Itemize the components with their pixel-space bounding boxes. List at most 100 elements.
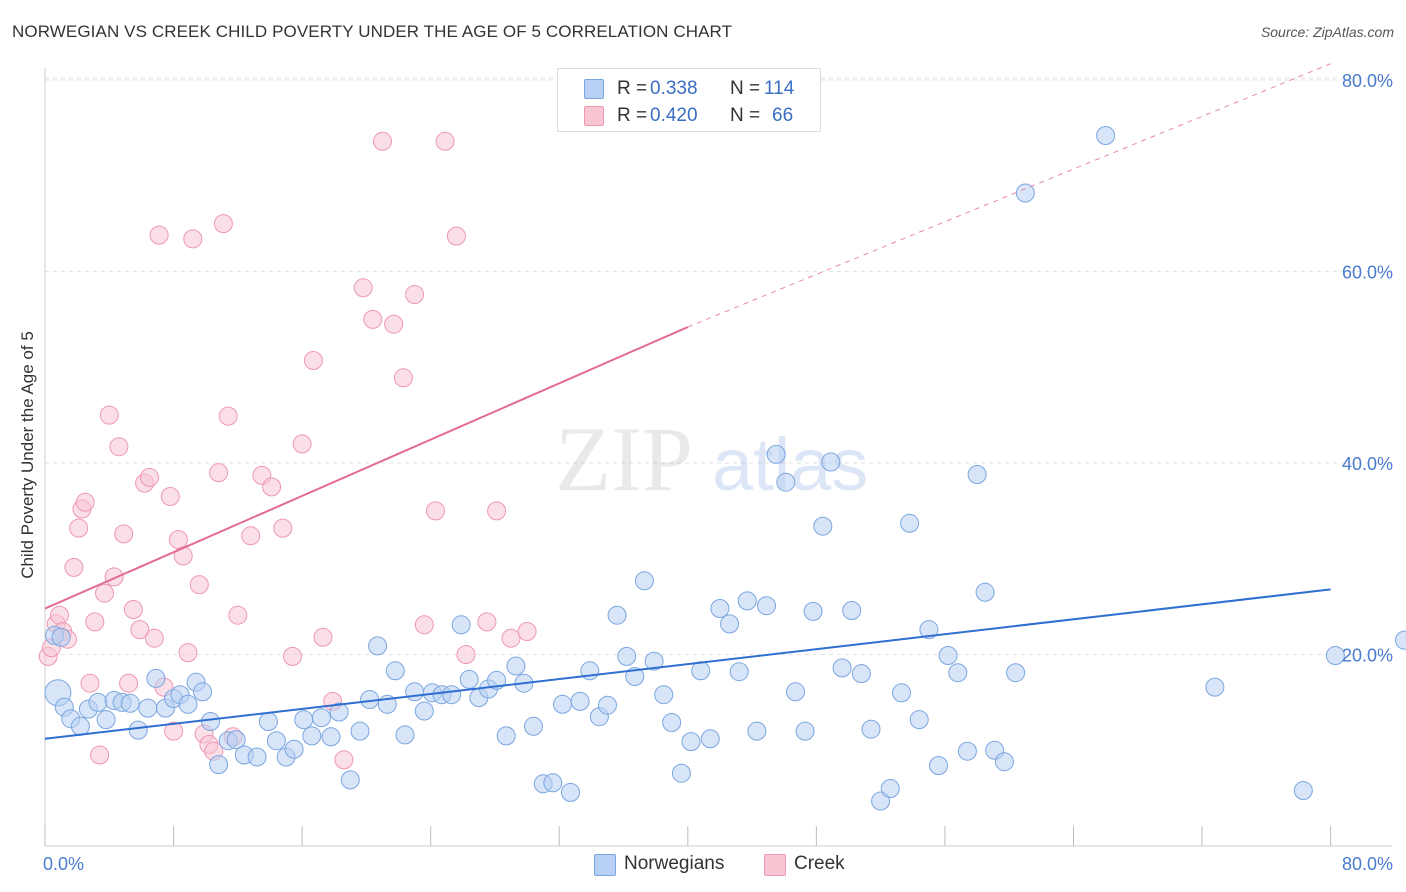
norwegians-point [892,683,911,703]
creek-point [160,487,180,506]
norwegians-point [700,729,720,749]
norwegians-point [329,702,349,722]
norwegians-point [294,710,314,730]
norwegians-point [138,698,158,718]
creek-point [164,721,184,741]
norwegians-point [681,732,701,752]
legend-swatch-norwegians [584,79,604,99]
creek-point [334,750,354,770]
creek-point [109,437,129,457]
correlation-legend: R = 0.338 N = 114 R = 0.420 N = 66 [557,68,821,132]
norwegians-point [766,444,786,464]
norwegians-point [1293,781,1313,800]
norwegians-point [496,726,516,746]
norwegians-point [710,599,730,618]
creek-point [456,645,476,664]
norwegians-point [209,755,229,775]
series-legend-label: Norwegians [624,853,725,874]
norwegians-point [967,465,987,484]
creek-point [313,627,333,647]
norwegians-point [405,682,425,702]
norwegians-point [226,730,246,750]
norwegians-point [803,601,823,621]
norwegians-point [350,721,370,741]
norwegians-point [120,693,140,713]
creek-point [80,673,100,693]
creek-point [405,285,425,304]
norwegians-point [729,662,749,682]
tick-labels: 20.0% 40.0% 60.0% 80.0% 0.0% 80.0% [43,71,1393,874]
norwegians-point [919,620,939,640]
norwegians-point [302,726,322,746]
norwegians-point [524,716,543,736]
norwegians-point [284,739,304,759]
legend-n-value: 114 [764,78,795,99]
norwegians-point [598,695,617,715]
norwegians-point [786,682,805,702]
norwegians-point [671,763,691,783]
creek-point [85,612,105,632]
creek-point [173,546,193,566]
creek-point [140,467,159,487]
legend-r-value: 0.338 [650,78,698,99]
axes [44,68,1392,847]
creek-point [384,314,404,334]
norwegians-trend-line [44,588,1331,740]
norwegians-point [617,646,637,666]
norwegians-point [70,716,90,736]
y-tick-label: 20.0% [1342,646,1393,666]
creek-point [303,351,323,370]
creek-point [64,557,84,577]
norwegians-point [776,472,796,492]
norwegians-point [451,615,471,635]
legend-swatch-creek [764,854,786,876]
creek-point [130,620,150,640]
norwegians-point [1096,126,1116,145]
creek-point [292,434,312,454]
legend-r-value: 0.420 [650,105,698,126]
creek-point [435,131,455,151]
creek-point [477,612,497,632]
norwegians-point [871,791,891,811]
norwegians-point [321,727,341,747]
norwegians-point [311,708,331,728]
creek-point [149,225,169,245]
norwegians-point [266,731,286,751]
norwegians-point [994,752,1014,772]
legend-n-label: N = [730,78,761,99]
norwegians-point [1325,646,1345,665]
norwegians-point [813,516,833,536]
norwegians-point [193,682,212,702]
creek-point [273,518,293,538]
legend-n-value: 66 [772,105,794,126]
watermark: ZIP atlas [555,408,868,510]
creek-point [228,605,248,625]
y-tick-label: 40.0% [1342,454,1393,474]
creek-point [414,615,434,635]
norwegians-point [1395,630,1406,650]
norwegians-point [832,658,852,678]
norwegians-point [957,741,977,761]
creek-point [114,524,134,544]
norwegians-point [644,651,664,671]
creek-point [262,477,282,497]
norwegians-point [909,710,929,730]
trend-lines [44,63,1331,740]
watermark-atlas: atlas [712,423,868,506]
source-credit: Source: ZipAtlas.com [1260,24,1394,40]
creek-point [99,405,119,425]
creek-trend-line [44,326,689,610]
y-tick-label: 60.0% [1342,263,1393,283]
creek-point [209,463,229,483]
norwegians-point [634,571,654,591]
creek-point [487,501,507,521]
norwegians-point [247,747,267,767]
norwegians-point [561,782,580,802]
norwegians-point [737,591,757,611]
norwegians-point [553,694,572,714]
creek-point [353,278,373,298]
creek-point [363,309,383,329]
chart-title: NORWEGIAN VS CREEK CHILD POVERTY UNDER T… [12,22,733,41]
creek-point [168,530,188,550]
y-axis-label: Child Poverty Under the Age of 5 [18,331,37,579]
